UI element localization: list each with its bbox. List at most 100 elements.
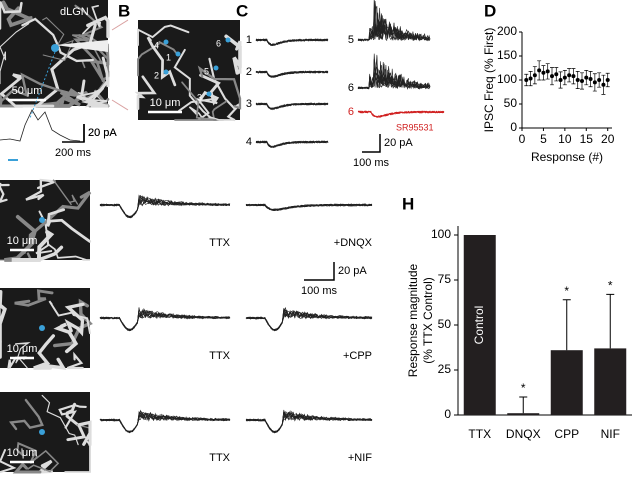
y-tick-label: 200 bbox=[497, 24, 517, 38]
cell-label: 6 bbox=[216, 38, 221, 48]
point bbox=[580, 78, 584, 83]
dendrite bbox=[58, 403, 87, 429]
drug-label: SR95531 bbox=[396, 122, 434, 132]
trace bbox=[99, 411, 231, 434]
trace bbox=[245, 306, 373, 332]
trace bbox=[255, 102, 329, 111]
row-label: 5 bbox=[348, 34, 354, 46]
x-tick-label: 10 bbox=[558, 132, 572, 146]
point bbox=[537, 68, 542, 73]
condition-label: +DNQX bbox=[334, 237, 373, 249]
scale-label: 10 μm bbox=[7, 235, 38, 247]
zoom-line bbox=[111, 19, 129, 31]
scale-label: 20 pA bbox=[384, 137, 413, 149]
row-label: 6 bbox=[348, 106, 354, 118]
point bbox=[571, 74, 576, 79]
dendrite bbox=[48, 300, 91, 335]
y-tick-label: 50 bbox=[504, 96, 518, 110]
dendrite bbox=[64, 302, 85, 337]
trace bbox=[99, 194, 231, 219]
row-label: 1 bbox=[246, 34, 252, 46]
significance: * bbox=[608, 279, 613, 293]
cell-label: 4 bbox=[154, 40, 159, 50]
trace bbox=[99, 196, 231, 218]
y-axis-label: IPSC Freq (% First) bbox=[482, 28, 496, 133]
scale-label: 50 μm bbox=[12, 85, 43, 97]
y-tick-label: 0 bbox=[510, 120, 517, 134]
trace bbox=[357, 68, 431, 90]
dendrite bbox=[53, 298, 93, 348]
x-axis-label: Response (#) bbox=[531, 150, 603, 164]
dendrite bbox=[8, 398, 44, 431]
point bbox=[592, 80, 597, 85]
error-bar bbox=[519, 396, 528, 414]
point bbox=[567, 73, 572, 78]
dendrite bbox=[174, 81, 217, 121]
cell bbox=[163, 39, 169, 45]
trace bbox=[246, 308, 373, 331]
point bbox=[528, 76, 533, 81]
trace bbox=[245, 410, 373, 433]
point bbox=[575, 78, 580, 82]
scale-label: 100 ms bbox=[301, 285, 338, 297]
point bbox=[601, 82, 606, 87]
significance: * bbox=[521, 381, 526, 395]
trace bbox=[100, 409, 231, 433]
trace bbox=[245, 308, 373, 332]
point bbox=[588, 77, 593, 82]
trace bbox=[255, 140, 329, 148]
trace bbox=[245, 309, 373, 331]
trace bbox=[99, 197, 231, 219]
trace bbox=[245, 310, 373, 331]
dendrite bbox=[21, 17, 94, 63]
cell-label: 2 bbox=[154, 70, 159, 80]
panel-label: H bbox=[402, 194, 414, 213]
x-tick-label: NIF bbox=[601, 427, 620, 441]
dendrite bbox=[0, 448, 17, 473]
trace bbox=[255, 70, 329, 78]
cell bbox=[206, 91, 212, 97]
dendrite bbox=[46, 243, 90, 261]
point bbox=[597, 78, 602, 82]
y-tick-label: 25 bbox=[438, 362, 452, 376]
significance: * bbox=[564, 284, 569, 298]
trace bbox=[245, 309, 373, 332]
trace bbox=[99, 195, 231, 218]
dendrite bbox=[0, 72, 80, 104]
scale-label: 10 μm bbox=[7, 343, 38, 355]
scale-label: 200 ms bbox=[55, 147, 92, 159]
condition-label: TTX bbox=[209, 237, 230, 249]
trace bbox=[99, 308, 231, 331]
dendrite bbox=[197, 65, 242, 110]
micrograph bbox=[134, 20, 242, 122]
trace-scale-bar bbox=[304, 262, 335, 281]
y-tick-label: 100 bbox=[497, 72, 517, 86]
bar-text: Control bbox=[472, 306, 486, 345]
point bbox=[605, 78, 610, 82]
trace bbox=[0, 109, 81, 142]
dendrite bbox=[178, 97, 218, 121]
x-tick-label: 5 bbox=[540, 132, 547, 146]
bar bbox=[594, 348, 627, 415]
panel-label: D bbox=[484, 1, 496, 20]
dendrite bbox=[134, 75, 157, 110]
trace-scale-bar bbox=[62, 124, 85, 143]
dendrite bbox=[137, 24, 190, 46]
y-tick-label: 150 bbox=[497, 48, 517, 62]
dendrite bbox=[146, 36, 177, 87]
point bbox=[550, 74, 554, 79]
cell bbox=[39, 325, 45, 331]
y-tick-label: 100 bbox=[431, 227, 451, 241]
y-axis-label: (% TTX Control) bbox=[421, 277, 435, 363]
cell bbox=[39, 217, 45, 223]
y-tick-label: 50 bbox=[438, 317, 452, 331]
trace bbox=[99, 410, 231, 432]
cell bbox=[175, 51, 181, 57]
trace bbox=[357, 56, 431, 90]
trace bbox=[245, 308, 373, 331]
scale-label: 10 μm bbox=[150, 97, 181, 109]
trace bbox=[99, 197, 231, 218]
dendrite bbox=[12, 462, 42, 474]
row-label: 4 bbox=[246, 136, 252, 148]
